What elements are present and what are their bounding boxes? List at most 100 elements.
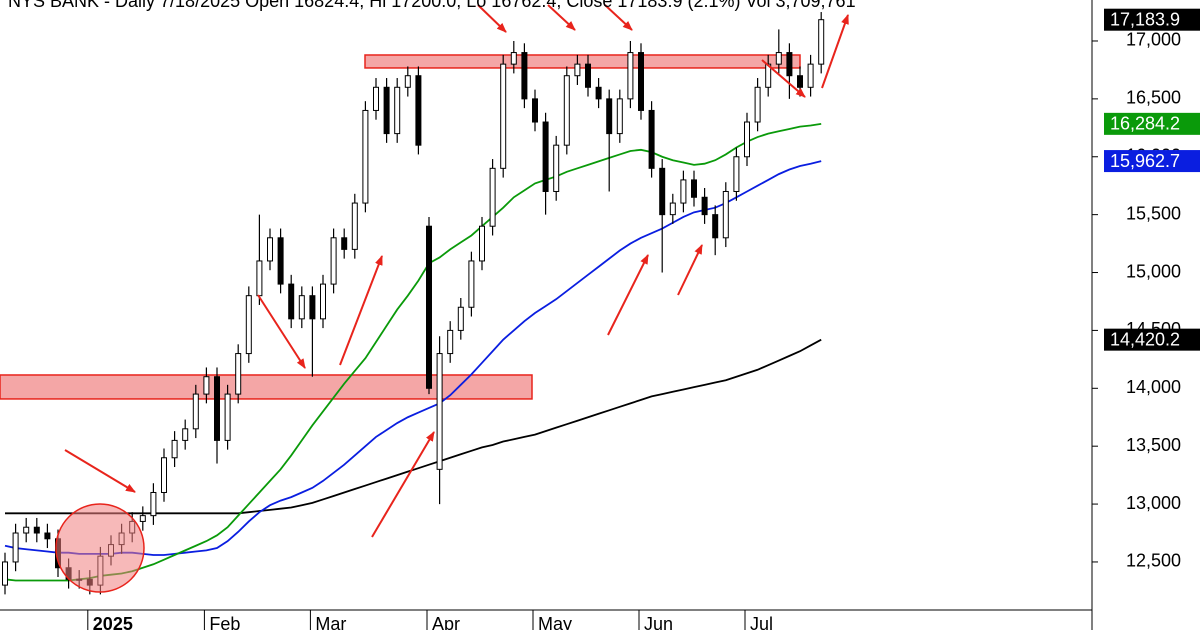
candle-body	[150, 491, 157, 517]
candle-body	[797, 75, 803, 88]
candle-body	[733, 156, 740, 192]
price-tag	[1104, 8, 1200, 31]
candle-body	[648, 109, 655, 169]
candle-body	[288, 283, 295, 320]
candle-body	[267, 237, 273, 262]
y-tick-label: 14,000	[1126, 377, 1181, 397]
candle-body	[659, 167, 666, 216]
candle-body	[277, 237, 284, 285]
arrow	[604, 4, 633, 31]
candle-body	[627, 52, 634, 100]
candle-body	[701, 196, 708, 216]
candle-body	[23, 526, 30, 534]
candle-body	[373, 86, 379, 111]
candle-body	[574, 63, 581, 77]
candle-body	[468, 260, 475, 308]
candle-body	[722, 190, 729, 239]
candle-body	[245, 295, 252, 355]
arrow	[477, 4, 507, 33]
candle-body	[818, 19, 825, 65]
candle-body	[616, 98, 623, 135]
y-tick-label: 13,000	[1126, 493, 1181, 513]
y-tick-label: 12,500	[1126, 551, 1181, 571]
candle-body	[457, 306, 464, 331]
candle-body	[754, 86, 761, 123]
candle-body	[404, 75, 411, 88]
candle-body	[585, 63, 591, 88]
candle-body	[447, 329, 454, 355]
x-tick-label: Apr	[432, 614, 460, 630]
candle-body	[638, 52, 644, 111]
candle-body	[161, 457, 167, 493]
candle-body	[171, 439, 178, 459]
moving-average-line	[5, 338, 822, 515]
y-tick-label: 13,500	[1126, 435, 1181, 455]
candle-body	[44, 532, 51, 540]
candle-body	[807, 63, 814, 88]
candle-body	[489, 167, 496, 227]
candle-body	[500, 63, 507, 169]
highlight-circle	[55, 503, 145, 593]
arrow	[371, 431, 435, 538]
candle-body	[33, 526, 40, 534]
arrow	[257, 294, 306, 369]
x-tick-label: Feb	[209, 614, 240, 630]
arrow	[339, 255, 383, 366]
candle-body	[786, 52, 793, 77]
candle-body	[426, 225, 432, 389]
arrow	[607, 254, 649, 336]
arrow	[677, 244, 703, 296]
y-tick-label: 15,000	[1126, 261, 1181, 281]
candle-body	[192, 393, 199, 430]
price-tag	[1104, 112, 1200, 135]
candle-body	[394, 86, 401, 135]
x-tick-label: Jul	[750, 614, 773, 630]
x-tick-label: Mar	[315, 614, 346, 630]
price-tag-label: 17,183.9	[1110, 9, 1180, 29]
x-tick-label: 2025	[93, 614, 133, 630]
price-tag-label: 15,962.7	[1110, 151, 1180, 171]
candle-body	[532, 98, 538, 123]
price-zone	[364, 54, 801, 69]
annotation-arrows	[64, 4, 849, 538]
candle-body	[203, 376, 210, 395]
candle-body	[256, 260, 263, 297]
candle-body	[553, 144, 560, 192]
candle-body	[669, 202, 676, 216]
candle-body	[680, 179, 687, 204]
candle-body	[479, 225, 485, 262]
candle-body	[362, 109, 369, 204]
candle-body	[712, 214, 719, 239]
candle-body	[320, 283, 326, 320]
chart-title: NYS BANK - Daily 7/18/2025 Open 16824.4,…	[8, 0, 856, 11]
candle-body	[775, 52, 782, 65]
candle-body	[510, 52, 517, 65]
candle-body	[744, 121, 750, 158]
price-tag-label: 14,420.2	[1110, 329, 1180, 349]
candle-body	[383, 86, 390, 135]
candle-body	[2, 561, 8, 586]
candle-body	[521, 52, 528, 100]
candle-body	[606, 98, 613, 135]
candle-body	[436, 353, 443, 470]
x-tick-label: Jun	[644, 614, 673, 630]
candle-body	[341, 237, 348, 250]
candle-body	[214, 376, 220, 441]
arrow	[821, 14, 849, 89]
candle-body	[12, 532, 19, 563]
candle-body	[139, 515, 146, 522]
x-tick-label: May	[538, 614, 572, 630]
y-tick-label: 17,000	[1126, 30, 1181, 50]
candle-body	[309, 295, 316, 320]
candle-body	[415, 75, 422, 146]
price-tag-label: 16,284.2	[1110, 114, 1180, 134]
candle-body	[563, 75, 570, 146]
price-zone	[0, 374, 533, 400]
price-tag	[1104, 150, 1200, 173]
y-tick-label: 16,500	[1126, 88, 1181, 108]
candle-body	[182, 428, 189, 441]
candle-body	[595, 86, 602, 100]
arrow	[64, 449, 136, 493]
arrow	[761, 59, 806, 98]
